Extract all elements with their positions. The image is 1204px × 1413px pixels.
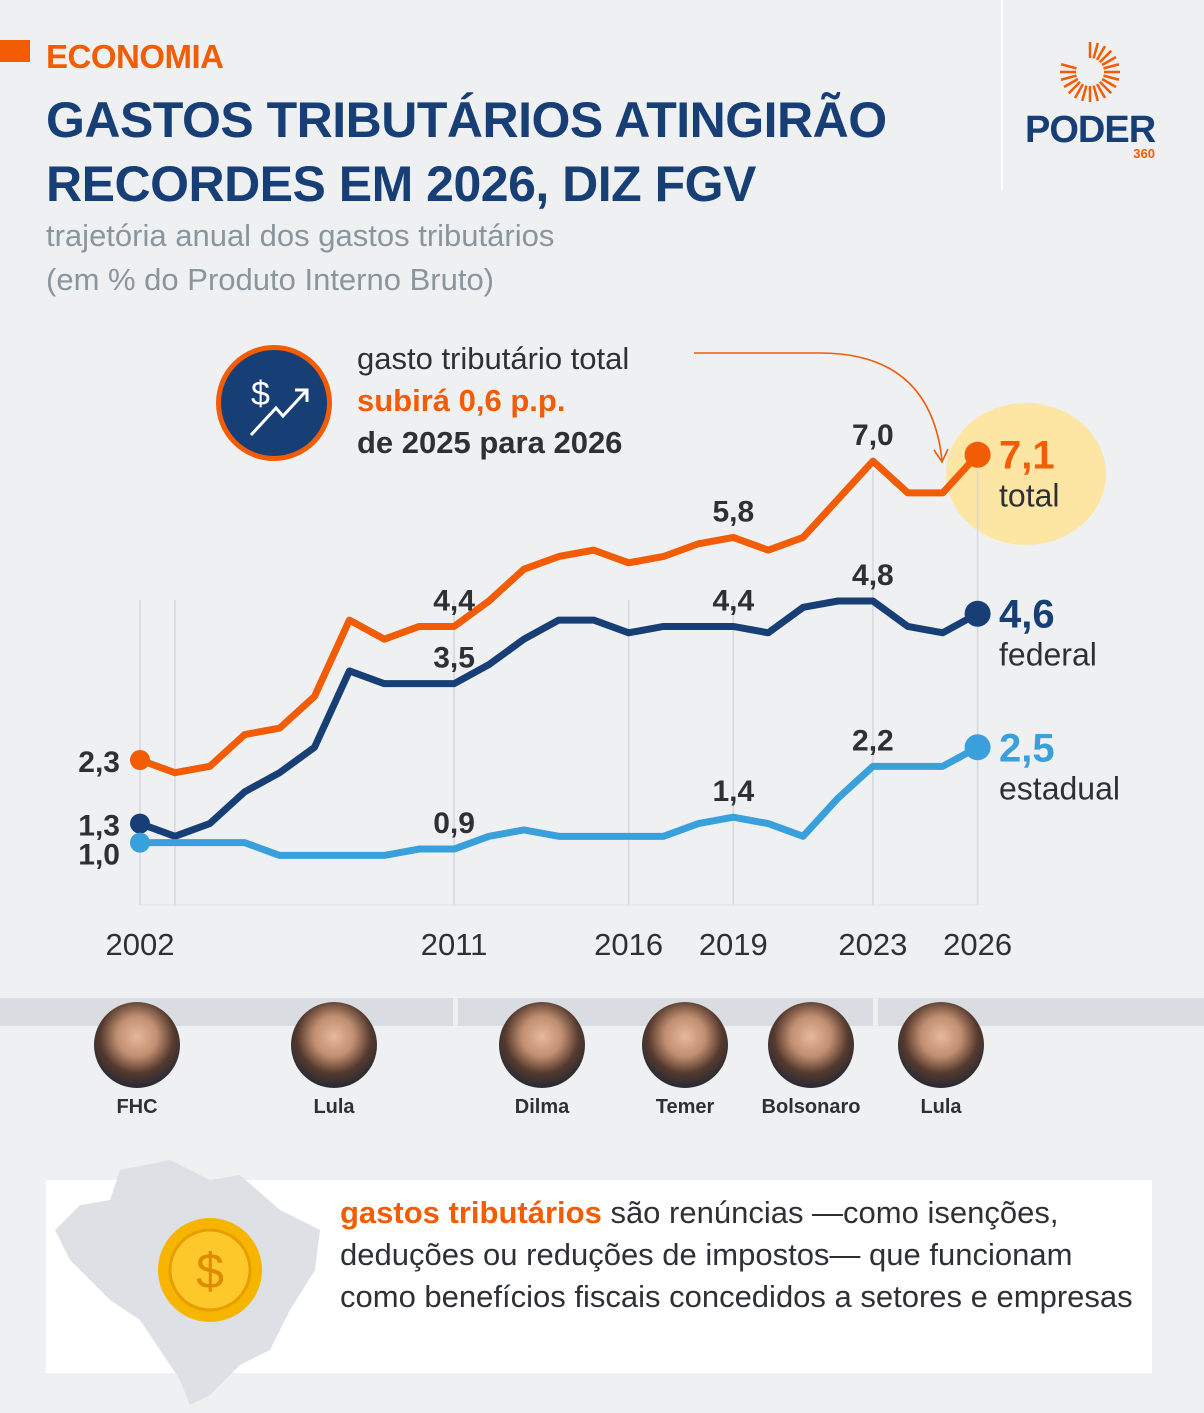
end-value-estadual: 2,5 xyxy=(999,726,1055,770)
sun-ray xyxy=(1060,74,1077,81)
svg-text:$: $ xyxy=(196,1243,224,1299)
end-point-federal xyxy=(964,600,991,627)
start-point-total xyxy=(130,750,150,770)
subtitle-line-1: trajetória anual dos gastos tributários xyxy=(46,218,555,253)
president-bolsonaro: Bolsonaro xyxy=(751,1002,871,1119)
end-point-total xyxy=(964,441,991,468)
x-tick-label: 2002 xyxy=(106,927,175,962)
series-line-federal xyxy=(138,597,980,840)
president-lula-2: Lula xyxy=(881,1002,1001,1119)
data-label-federal: 1,3 xyxy=(78,810,120,843)
sun-ray xyxy=(1099,81,1113,95)
sun-ray xyxy=(1060,63,1077,70)
info-body: são renúncias —como isenções, deduções o… xyxy=(340,1195,1133,1314)
logo-word: PODER xyxy=(1025,109,1156,151)
start-point-federal xyxy=(130,813,150,834)
timeline-segment xyxy=(0,998,453,1026)
x-tick-label: 2026 xyxy=(943,927,1012,962)
data-label-total: 2,3 xyxy=(78,746,120,779)
data-label-total: 5,8 xyxy=(712,495,754,528)
avatar xyxy=(94,1002,180,1088)
president-name: Bolsonaro xyxy=(761,1096,861,1118)
president-name: Lula xyxy=(920,1096,962,1118)
line-chart: 2002 2011 2016 2019 2023 2026 2,3 4,4 5,8 7,0 1,3 3… xyxy=(78,352,1120,962)
president-temer: Temer xyxy=(625,1002,745,1119)
logo-number: 360 xyxy=(1133,146,1155,161)
sun-ray xyxy=(1067,81,1081,95)
sun-ray xyxy=(1073,83,1085,99)
divider xyxy=(1001,0,1003,190)
end-value-total: 7,1 xyxy=(999,434,1055,478)
sun-ray xyxy=(1092,85,1099,102)
sun-ray xyxy=(1101,77,1117,89)
data-label-federal: 4,4 xyxy=(712,584,754,617)
section-label: ECONOMIA xyxy=(46,38,224,75)
data-label-estadual: 1,0 xyxy=(78,839,120,872)
president-dilma: Dilma xyxy=(482,1002,602,1119)
logo: PODER 360 xyxy=(1025,40,1156,161)
president-lula-1: Lula xyxy=(274,1002,394,1119)
dollar-trend-up-icon: $ xyxy=(216,345,332,461)
sun-ray xyxy=(1103,74,1120,81)
sun-ray xyxy=(1092,42,1099,59)
avatar xyxy=(499,1002,585,1088)
data-label-federal: 4,8 xyxy=(852,559,894,592)
end-label-total: total xyxy=(999,478,1059,514)
svg-text:$: $ xyxy=(251,375,270,413)
x-tick-label: 2019 xyxy=(699,927,768,962)
sun-ray xyxy=(1101,55,1117,67)
president-name: Dilma xyxy=(514,1096,570,1118)
avatar xyxy=(768,1002,854,1088)
president-name: Temer xyxy=(655,1096,715,1118)
callout-arrow xyxy=(694,352,943,461)
page-title: GASTOS TRIBUTÁRIOS ATINGIRÃO RECORDES EM… xyxy=(46,92,887,212)
series-line-estadual xyxy=(140,744,980,859)
end-point-estadual xyxy=(964,734,991,761)
avatar xyxy=(642,1002,728,1088)
president-name: Lula xyxy=(313,1096,355,1118)
subtitle-line-2: (em % do Produto Interno Bruto) xyxy=(46,262,495,297)
end-label-federal: federal xyxy=(999,637,1097,673)
start-point-estadual xyxy=(130,832,150,853)
callout-line-2: subirá 0,6 p.p. xyxy=(357,383,566,418)
data-label-estadual: 2,2 xyxy=(852,724,894,757)
callout-line-1: gasto tributário total xyxy=(357,341,630,376)
data-label-federal: 3,5 xyxy=(433,642,475,675)
avatar xyxy=(898,1002,984,1088)
x-tick-label: 2023 xyxy=(838,927,907,962)
subtitle: trajetória anual dos gastos tributários … xyxy=(46,214,554,302)
end-label-estadual: estadual xyxy=(999,770,1120,806)
callout-line-3: de 2025 para 2026 xyxy=(357,425,623,460)
brazil-map-coin-icon: $ xyxy=(55,1160,320,1405)
x-tick-label: 2011 xyxy=(421,927,488,962)
data-label-estadual: 1,4 xyxy=(712,775,754,808)
callout-text: gasto tributário total subirá 0,6 p.p. d… xyxy=(357,338,629,464)
president-name: FHC xyxy=(116,1096,158,1118)
series-line-total xyxy=(138,452,981,777)
info-highlight: gastos tributários xyxy=(340,1195,602,1230)
sun-ray xyxy=(1063,77,1079,89)
sun-ray xyxy=(1103,63,1120,70)
sun-ray xyxy=(1081,85,1088,102)
arrow-head-icon xyxy=(933,448,949,464)
avatar xyxy=(291,1002,377,1088)
sun-ray xyxy=(1095,83,1107,99)
sun-ray xyxy=(1095,45,1107,61)
x-tick-label: 2016 xyxy=(594,927,663,962)
sun-logo-icon xyxy=(1060,42,1120,102)
data-label-total: 4,4 xyxy=(433,584,475,617)
end-value-federal: 4,6 xyxy=(999,593,1055,637)
data-label-total: 7,0 xyxy=(852,419,894,452)
highlight-circle xyxy=(946,403,1106,545)
info-text: gastos tributários são renúncias —como i… xyxy=(340,1192,1140,1318)
sun-ray xyxy=(1099,49,1113,63)
president-fhc: FHC xyxy=(77,1002,197,1119)
data-label-estadual: 0,9 xyxy=(433,807,475,840)
section-marker xyxy=(0,40,30,62)
